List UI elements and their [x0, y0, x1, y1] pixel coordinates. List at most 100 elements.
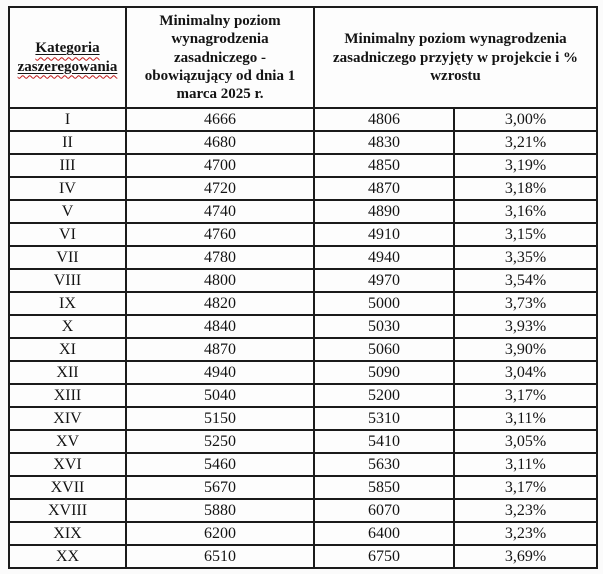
cell-proposed-minimum: 4890	[313, 199, 455, 225]
cell-category: VII	[8, 245, 127, 271]
cell-current-minimum: 5150	[125, 406, 315, 432]
header-proposed-and-growth: Minimalny poziom wynagrodzenia zasadnicz…	[313, 5, 598, 110]
cell-growth-percent: 3,19%	[453, 153, 598, 179]
cell-growth-percent: 3,23%	[453, 498, 598, 524]
table-row: XIV 5150 5310 3,11%	[8, 406, 598, 432]
table-row: XII 4940 5090 3,04%	[8, 360, 598, 386]
cell-proposed-minimum: 4830	[313, 130, 455, 156]
cell-category: XVIII	[8, 498, 127, 524]
table-header: Kategoria zaszeregowania Minimalny pozio…	[8, 5, 598, 110]
table-row: II 4680 4830 3,21%	[8, 130, 598, 156]
table-row: V 4740 4890 3,16%	[8, 199, 598, 225]
table-row: I 4666 4806 3,00%	[8, 107, 598, 133]
table-row: XI 4870 5060 3,90%	[8, 337, 598, 363]
cell-proposed-minimum: 6070	[313, 498, 455, 524]
cell-current-minimum: 4780	[125, 245, 315, 271]
cell-proposed-minimum: 4940	[313, 245, 455, 271]
table-row: VII 4780 4940 3,35%	[8, 245, 598, 271]
header-category-label: Kategoria zaszeregowania	[17, 40, 118, 75]
cell-category: XIV	[8, 406, 127, 432]
cell-current-minimum: 4680	[125, 130, 315, 156]
cell-current-minimum: 4740	[125, 199, 315, 225]
cell-category: XII	[8, 360, 127, 386]
cell-current-minimum: 6200	[125, 521, 315, 547]
cell-proposed-minimum: 4870	[313, 176, 455, 202]
cell-category: XVI	[8, 452, 127, 478]
cell-proposed-minimum: 4970	[313, 268, 455, 294]
cell-category: VIII	[8, 268, 127, 294]
table-row: XX 6510 6750 3,69%	[8, 544, 598, 570]
cell-proposed-minimum: 4806	[313, 107, 455, 133]
table-row: XVI 5460 5630 3,11%	[8, 452, 598, 478]
cell-growth-percent: 3,00%	[453, 107, 598, 133]
cell-current-minimum: 4666	[125, 107, 315, 133]
cell-growth-percent: 3,73%	[453, 291, 598, 317]
cell-growth-percent: 3,11%	[453, 452, 598, 478]
cell-category: VI	[8, 222, 127, 248]
cell-growth-percent: 3,18%	[453, 176, 598, 202]
table-row: VI 4760 4910 3,15%	[8, 222, 598, 248]
cell-category: IV	[8, 176, 127, 202]
cell-current-minimum: 5880	[125, 498, 315, 524]
cell-current-minimum: 4870	[125, 337, 315, 363]
cell-growth-percent: 3,90%	[453, 337, 598, 363]
cell-current-minimum: 5460	[125, 452, 315, 478]
cell-proposed-minimum: 6400	[313, 521, 455, 547]
header-category: Kategoria zaszeregowania	[8, 5, 127, 110]
cell-proposed-minimum: 5630	[313, 452, 455, 478]
cell-proposed-minimum: 5030	[313, 314, 455, 340]
table-row: XVIII 5880 6070 3,23%	[8, 498, 598, 524]
cell-current-minimum: 4820	[125, 291, 315, 317]
cell-growth-percent: 3,54%	[453, 268, 598, 294]
cell-category: XIII	[8, 383, 127, 409]
cell-growth-percent: 3,17%	[453, 383, 598, 409]
table-row: XVII 5670 5850 3,17%	[8, 475, 598, 501]
cell-growth-percent: 3,04%	[453, 360, 598, 386]
cell-category: IX	[8, 291, 127, 317]
cell-proposed-minimum: 5410	[313, 429, 455, 455]
cell-current-minimum: 4720	[125, 176, 315, 202]
cell-category: X	[8, 314, 127, 340]
cell-proposed-minimum: 5310	[313, 406, 455, 432]
cell-growth-percent: 3,11%	[453, 406, 598, 432]
cell-category: I	[8, 107, 127, 133]
cell-current-minimum: 5250	[125, 429, 315, 455]
table-row: X 4840 5030 3,93%	[8, 314, 598, 340]
cell-growth-percent: 3,16%	[453, 199, 598, 225]
cell-category: XVII	[8, 475, 127, 501]
cell-category: XX	[8, 544, 127, 570]
cell-growth-percent: 3,23%	[453, 521, 598, 547]
table-body: I 4666 4806 3,00% II 4680 4830 3,21% III…	[8, 107, 598, 570]
table-row: XIII 5040 5200 3,17%	[8, 383, 598, 409]
table-row: XV 5250 5410 3,05%	[8, 429, 598, 455]
cell-growth-percent: 3,05%	[453, 429, 598, 455]
cell-growth-percent: 3,93%	[453, 314, 598, 340]
table-row: VIII 4800 4970 3,54%	[8, 268, 598, 294]
cell-growth-percent: 3,17%	[453, 475, 598, 501]
spellcheck-underline: Kategoria zaszeregowania	[18, 40, 118, 74]
table-row: III 4700 4850 3,19%	[8, 153, 598, 179]
cell-proposed-minimum: 6750	[313, 544, 455, 570]
cell-current-minimum: 5670	[125, 475, 315, 501]
cell-proposed-minimum: 4850	[313, 153, 455, 179]
cell-proposed-minimum: 5850	[313, 475, 455, 501]
table-row: IX 4820 5000 3,73%	[8, 291, 598, 317]
cell-current-minimum: 4940	[125, 360, 315, 386]
cell-category: V	[8, 199, 127, 225]
cell-growth-percent: 3,35%	[453, 245, 598, 271]
cell-category: XIX	[8, 521, 127, 547]
cell-category: II	[8, 130, 127, 156]
header-current-minimum: Minimalny poziom wynagrodzenia zasadnicz…	[125, 5, 315, 110]
cell-proposed-minimum: 4910	[313, 222, 455, 248]
cell-proposed-minimum: 5060	[313, 337, 455, 363]
cell-current-minimum: 4840	[125, 314, 315, 340]
cell-category: XV	[8, 429, 127, 455]
cell-current-minimum: 4800	[125, 268, 315, 294]
cell-current-minimum: 4760	[125, 222, 315, 248]
header-row: Kategoria zaszeregowania Minimalny pozio…	[8, 5, 598, 110]
table-row: IV 4720 4870 3,18%	[8, 176, 598, 202]
table-row: XIX 6200 6400 3,23%	[8, 521, 598, 547]
cell-proposed-minimum: 5200	[313, 383, 455, 409]
cell-proposed-minimum: 5000	[313, 291, 455, 317]
